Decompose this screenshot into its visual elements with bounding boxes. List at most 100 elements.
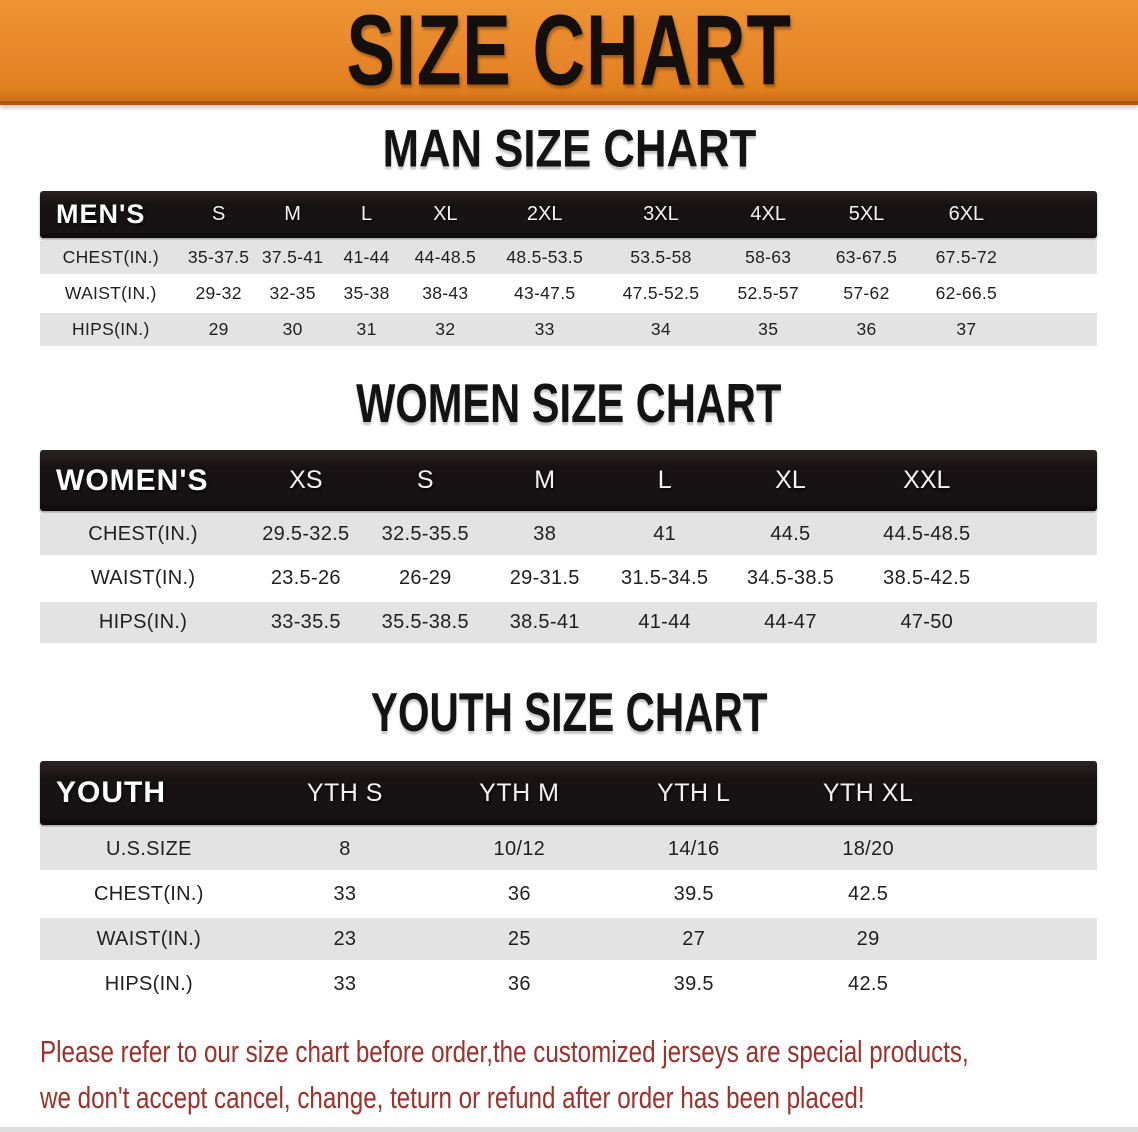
disclaimer-line-1: Please refer to our size chart before or… — [40, 1034, 969, 1069]
men-size-value: 29-32 — [195, 283, 242, 303]
men-size-value: 31 — [356, 319, 377, 339]
bottom-strip — [0, 1127, 1138, 1132]
men-section-heading-text: MAN SIZE CHART — [382, 119, 756, 179]
youth-table-corner-label: YOUTH — [56, 776, 166, 809]
men-size-column-header: XL — [433, 203, 458, 225]
men-size-column-header: M — [284, 203, 301, 225]
section-men: MAN SIZE CHART MEN'S S M L XL 2XL 3XL 4XL 5XL 6XL… — [0, 119, 1138, 346]
men-size-value: 32 — [435, 319, 456, 339]
women-section-heading-text: WOMEN SIZE CHART — [356, 373, 782, 435]
men-size-column-header: L — [361, 203, 373, 225]
youth-row-label: CHEST(IN.) — [94, 882, 204, 905]
men-table-row: CHEST(IN.) 35-37.5 37.5-41 41-44 44-48.5 48.5… — [40, 241, 1097, 274]
men-size-column-header: 3XL — [643, 203, 679, 225]
women-size-value: 44.5 — [770, 523, 811, 545]
men-size-value: 37 — [956, 319, 977, 339]
women-size-value: 33-35.5 — [270, 611, 341, 633]
men-size-value: 43-47.5 — [513, 283, 576, 303]
youth-size-value: 36 — [507, 972, 531, 995]
women-table-header-row: WOMEN'S XS S M L XL XXL — [40, 450, 1097, 511]
women-size-value: 47-50 — [900, 611, 954, 633]
men-size-column-header: 2XL — [526, 203, 563, 225]
youth-size-value: 36 — [507, 882, 531, 905]
women-row-label: CHEST(IN.) — [88, 523, 198, 545]
women-size-column-header: L — [657, 466, 672, 494]
men-size-value: 35 — [758, 319, 779, 339]
women-size-value: 38 — [533, 523, 557, 545]
women-size-value: 44.5-48.5 — [883, 523, 971, 545]
youth-size-value: 39.5 — [673, 882, 714, 905]
youth-size-value: 42.5 — [848, 882, 889, 905]
youth-row-label: U.S.SIZE — [105, 837, 192, 860]
youth-size-value: 42.5 — [848, 972, 889, 995]
men-size-value: 44-48.5 — [414, 247, 477, 267]
men-row-label: HIPS(IN.) — [72, 319, 150, 339]
youth-row-label: WAIST(IN.) — [96, 927, 202, 950]
men-table-corner-label: MEN'S — [56, 199, 146, 229]
men-size-value: 57-62 — [843, 283, 890, 303]
men-size-value: 58-63 — [745, 247, 792, 267]
youth-size-value: 27 — [682, 927, 706, 950]
women-size-value: 41 — [653, 523, 677, 545]
women-section-heading: WOMEN SIZE CHART — [0, 373, 1138, 435]
men-table-row: HIPS(IN.) 29 30 31 32 33 34 35 36 37 — [40, 313, 1097, 346]
women-size-value: 38.5-42.5 — [883, 567, 971, 589]
men-size-value: 37.5-41 — [261, 247, 324, 267]
youth-size-column-header: YTH M — [479, 778, 560, 807]
women-row-label: HIPS(IN.) — [98, 611, 188, 633]
youth-table-row: WAIST(IN.) 23 25 27 29 — [40, 918, 1097, 960]
youth-size-value: 23 — [333, 927, 357, 950]
women-table-row: WAIST(IN.) 23.5-26 26-29 29-31.5 31.5-34.5 34… — [40, 558, 1097, 599]
youth-size-value: 33 — [333, 882, 357, 905]
women-row-label: WAIST(IN.) — [90, 567, 196, 589]
disclaimer-line-2: we don't accept cancel, change, teturn o… — [40, 1080, 865, 1115]
men-size-value: 30 — [282, 319, 303, 339]
men-size-value: 36 — [856, 319, 877, 339]
youth-size-value: 33 — [333, 972, 357, 995]
youth-size-column-header: YTH S — [306, 778, 383, 807]
women-size-value: 38.5-41 — [509, 611, 580, 633]
men-size-value: 62-66.5 — [935, 283, 998, 303]
youth-size-value: 25 — [507, 927, 531, 950]
youth-table-row: CHEST(IN.) 33 36 39.5 42.5 — [40, 873, 1097, 915]
men-size-table: MEN'S S M L XL 2XL 3XL 4XL 5XL 6XL CHEST(IN.) 35-37… — [40, 191, 1097, 346]
youth-section-heading-text: YOUTH SIZE CHART — [370, 682, 768, 744]
women-size-column-header: XXL — [903, 466, 951, 494]
women-size-column-header: S — [416, 466, 434, 494]
women-size-value: 23.5-26 — [270, 567, 341, 589]
men-row-label: WAIST(IN.) — [64, 283, 157, 303]
women-size-value: 29-31.5 — [509, 567, 580, 589]
men-size-value: 52.5-57 — [737, 283, 799, 303]
men-size-value: 41-44 — [343, 247, 390, 267]
youth-section-heading: YOUTH SIZE CHART — [0, 682, 1138, 744]
youth-table-header-row: YOUTH YTH S YTH M YTH L YTH XL — [40, 761, 1097, 825]
women-size-column-header: M — [534, 466, 556, 494]
page-title: SIZE CHART — [346, 0, 792, 106]
men-size-value: 35-37.5 — [187, 247, 250, 267]
section-women: WOMEN SIZE CHART WOMEN'S XS S M L XL XXL CHEST(… — [0, 373, 1138, 643]
youth-size-value: 29 — [856, 927, 880, 950]
men-size-value: 32-35 — [269, 283, 316, 303]
men-section-heading: MAN SIZE CHART — [0, 119, 1138, 179]
youth-size-column-header: YTH XL — [822, 778, 914, 807]
men-size-value: 63-67.5 — [835, 247, 898, 267]
youth-size-value: 8 — [339, 837, 351, 860]
women-size-value: 29.5-32.5 — [262, 523, 350, 545]
women-size-value: 32.5-35.5 — [381, 523, 469, 545]
men-row-label: CHEST(IN.) — [62, 247, 159, 267]
women-size-table: WOMEN'S XS S M L XL XXL CHEST(IN.) 29.5-32.5 32.5… — [40, 450, 1097, 643]
men-size-value: 33 — [534, 319, 555, 339]
youth-table-row: HIPS(IN.) 33 36 39.5 42.5 — [40, 963, 1097, 1005]
men-size-value: 35-38 — [343, 283, 390, 303]
disclaimer: Please refer to our size chart before or… — [40, 1029, 1138, 1121]
youth-size-value: 10/12 — [493, 837, 546, 860]
youth-size-value: 14/16 — [667, 837, 720, 860]
women-size-value: 31.5-34.5 — [621, 567, 709, 589]
women-size-value: 44-47 — [764, 611, 817, 633]
men-table-header-row: MEN'S S M L XL 2XL 3XL 4XL 5XL 6XL — [40, 191, 1097, 238]
women-size-column-header: XS — [289, 466, 323, 494]
men-table-row: WAIST(IN.) 29-32 32-35 35-38 38-43 43-47.5 47.… — [40, 277, 1097, 310]
women-table-row: CHEST(IN.) 29.5-32.5 32.5-35.5 38 41 44.5 44.5… — [40, 514, 1097, 555]
women-size-value: 41-44 — [638, 611, 691, 633]
women-table-row: HIPS(IN.) 33-35.5 35.5-38.5 38.5-41 41-44 44-… — [40, 602, 1097, 643]
